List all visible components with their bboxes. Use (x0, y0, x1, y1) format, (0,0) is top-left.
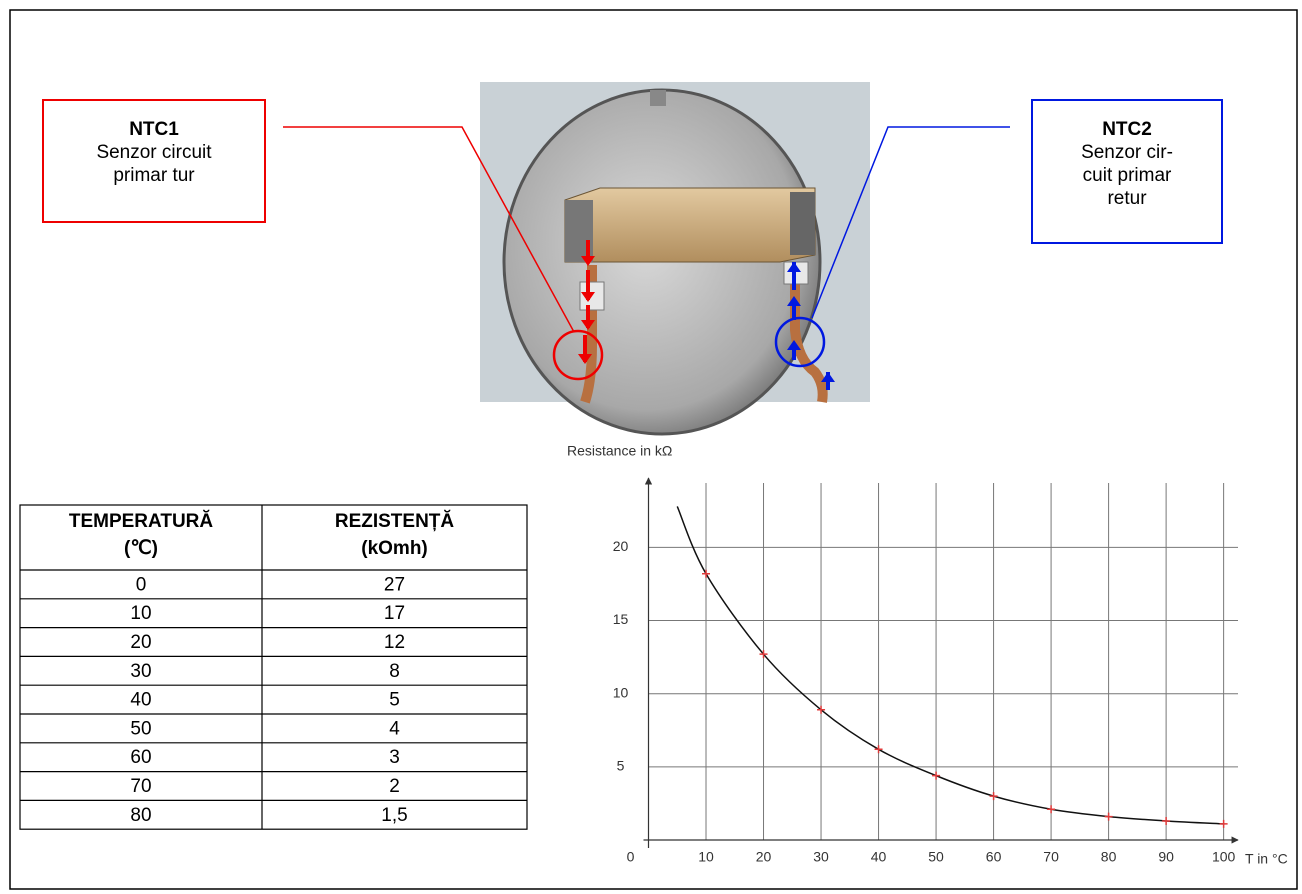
data-point (1047, 805, 1055, 813)
callout-text: retur (1107, 188, 1147, 209)
table-cell: 60 (130, 747, 151, 768)
data-point (1220, 820, 1228, 828)
callout-text: Senzor circuit (96, 142, 212, 163)
table-header: (℃) (124, 538, 158, 559)
table-cell: 4 (389, 718, 400, 739)
x-tick-label: 60 (986, 849, 1002, 865)
y-tick-label: 20 (613, 538, 629, 554)
page: NTC1Senzor circuitprimar tur NTC2Senzor c… (0, 0, 1302, 894)
table-cell: 5 (389, 690, 400, 711)
table-cell: 80 (130, 805, 151, 826)
curve (677, 506, 1223, 823)
table-cell: 1,5 (381, 805, 407, 826)
table-cell: 50 (130, 718, 151, 739)
y-tick-label: 5 (617, 758, 625, 774)
x-tick-label: 10 (698, 849, 714, 865)
table-header: (kOmh) (361, 538, 428, 559)
data-point (932, 772, 940, 780)
table-cell: 27 (384, 574, 405, 595)
data-point (990, 792, 998, 800)
x-tick-label: 80 (1101, 849, 1117, 865)
data-point (702, 570, 710, 578)
table-cell: 2 (389, 776, 400, 797)
x-tick-label: 40 (871, 849, 887, 865)
table-header: TEMPERATURĂ (69, 510, 214, 532)
data-point (875, 745, 883, 753)
x-tick-label: 0 (627, 849, 635, 865)
x-tick-label: 50 (928, 849, 944, 865)
table-border (20, 505, 527, 829)
x-tick-label: 30 (813, 849, 829, 865)
x-tick-label: 90 (1158, 849, 1174, 865)
table-cell: 12 (384, 632, 405, 653)
table-cell: 10 (130, 603, 151, 624)
illustration (283, 82, 1010, 434)
x-axis-label: T in °C (1245, 851, 1288, 867)
y-axis-label: Resistance in kΩ (567, 443, 672, 459)
callout-title: NTC1 (129, 119, 179, 140)
callout-text: cuit primar (1083, 165, 1172, 186)
table-cell: 3 (389, 747, 400, 768)
table-cell: 30 (130, 661, 151, 682)
x-tick-label: 100 (1212, 849, 1236, 865)
table-cell: 0 (136, 574, 147, 595)
x-tick-label: 20 (756, 849, 772, 865)
table-cell: 40 (130, 690, 151, 711)
y-tick-label: 10 (613, 684, 629, 700)
y-tick-label: 15 (613, 611, 629, 627)
table-header: REZISTENȚĂ (335, 510, 455, 532)
data-point (1105, 813, 1113, 821)
table-cell: 17 (384, 603, 405, 624)
table-cell: 8 (389, 661, 400, 682)
x-tick-label: 70 (1043, 849, 1059, 865)
callout-title: NTC2 (1102, 119, 1152, 140)
callout-text: primar tur (113, 165, 195, 186)
callout-text: Senzor cir- (1081, 142, 1173, 163)
table-cell: 70 (130, 776, 151, 797)
table-cell: 20 (130, 632, 151, 653)
data-point (1162, 817, 1170, 825)
canvas: NTC1Senzor circuitprimar tur NTC2Senzor c… (0, 0, 1302, 894)
